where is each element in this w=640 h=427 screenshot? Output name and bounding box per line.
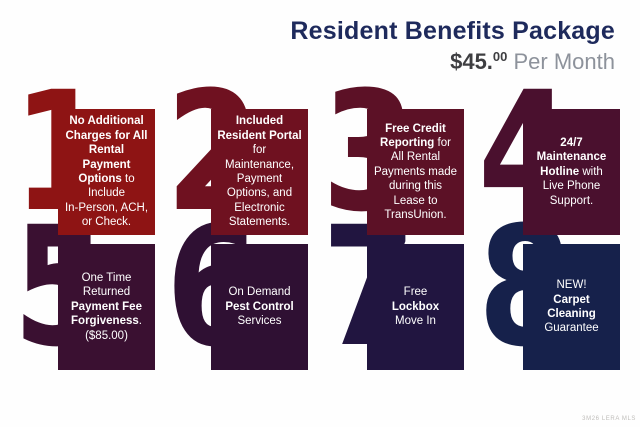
- benefit-line: Hotline with: [540, 165, 603, 178]
- benefit-line: Payment Fee: [71, 300, 142, 313]
- benefit-line: Services: [237, 315, 282, 328]
- benefit-line: NEW!: [556, 279, 587, 292]
- price-suffix: Per Month: [507, 48, 616, 74]
- price-line: $45.00 Per Month: [290, 48, 616, 74]
- benefit-item-7: 7FreeLockboxMove In: [322, 205, 474, 375]
- benefit-line: for: [252, 144, 267, 157]
- benefit-item-2: 2IncludedResident PortalforMaintenance,P…: [166, 70, 318, 240]
- benefit-line: All Rental: [390, 151, 441, 164]
- benefit-line: Guarantee: [544, 322, 599, 335]
- benefit-line: Lockbox: [391, 300, 440, 313]
- benefit-line: Maintenance,: [224, 158, 295, 171]
- benefit-line: ($85.00): [85, 329, 128, 342]
- benefit-card-4: 24/7 Maintenance Hotline with Live Phone Sup…: [523, 109, 620, 235]
- benefit-text: No Additional Charges for All Rental Paymen…: [59, 114, 154, 229]
- benefit-card-8: NEW! Carpet Cleaning Guarantee: [523, 244, 620, 370]
- benefit-line: Charges for All: [65, 129, 148, 142]
- benefit-line: during this: [388, 180, 443, 193]
- benefit-line: Maintenance: [536, 151, 607, 164]
- benefit-line: Lease to: [393, 194, 438, 207]
- benefit-line: Forgiveness.: [71, 315, 142, 328]
- benefit-line: Live Phone: [542, 180, 601, 193]
- benefit-text: Free Lockbox Move In: [368, 285, 463, 328]
- benefit-line: Free: [403, 286, 428, 299]
- benefit-line: Included: [235, 115, 284, 128]
- header: Resident Benefits Package $45.00 Per Mon…: [290, 17, 616, 74]
- benefit-card-2: Included Resident Portal for Maintenance, Pa…: [211, 109, 308, 235]
- benefit-line: Options to: [78, 173, 135, 185]
- benefit-card-1: No Additional Charges for All Rental Paymen…: [58, 109, 155, 235]
- benefit-text: Free Credit Reporting for All Rental Paymen…: [368, 122, 463, 223]
- benefit-text: NEW! Carpet Cleaning Guarantee: [524, 278, 619, 336]
- benefit-text: 24/7 Maintenance Hotline with Live Phone Sup…: [524, 136, 619, 208]
- benefit-line: Pest Control: [225, 300, 294, 313]
- benefit-line: TransUnion.: [384, 209, 447, 222]
- benefit-text: One Time Returned Payment Fee Forgiveness.(…: [59, 271, 154, 343]
- benefit-line: or Check.: [81, 216, 132, 229]
- benefit-line: Payment: [236, 173, 283, 185]
- benefit-text: On Demand Pest Control Services: [212, 285, 307, 328]
- benefit-line: Payments made: [373, 165, 458, 178]
- benefit-line: Resident Portal: [217, 129, 302, 142]
- benefit-line: Include: [87, 187, 126, 200]
- benefit-line: Reporting for: [380, 136, 451, 149]
- benefit-line: Free Credit: [385, 122, 446, 135]
- benefit-line: Payment: [82, 158, 131, 171]
- benefit-line: Move In: [395, 315, 436, 328]
- price-amount: $45.: [450, 48, 493, 74]
- benefit-line: Statements.: [228, 216, 291, 229]
- benefit-card-5: One Time Returned Payment Fee Forgiveness.(…: [58, 244, 155, 370]
- benefit-line: 24/7: [560, 136, 583, 149]
- benefit-line: Cleaning: [547, 308, 596, 320]
- benefit-card-3: Free Credit Reporting for All Rental Paymen…: [367, 109, 464, 235]
- benefit-card-6: On Demand Pest Control Services: [211, 244, 308, 370]
- benefit-line: No Additional: [69, 115, 144, 128]
- benefit-line: Rental: [88, 144, 125, 157]
- benefit-line: Returned: [82, 286, 131, 299]
- benefit-line: One Time: [81, 271, 132, 284]
- benefit-line: In-Person, ACH,: [64, 201, 149, 214]
- watermark: 3M26 LERA MLS: [582, 416, 636, 422]
- price-cents: 00: [492, 48, 508, 64]
- page-title: Resident Benefits Package: [290, 17, 615, 45]
- benefit-text: Included Resident Portal for Maintenance, Pa…: [212, 114, 307, 229]
- benefit-line: Options, and: [226, 187, 293, 200]
- benefit-line: Support.: [549, 194, 594, 207]
- benefit-card-7: Free Lockbox Move In: [367, 244, 464, 370]
- benefit-line: On Demand: [228, 286, 291, 299]
- benefit-line: Electronic: [234, 201, 285, 214]
- benefit-line: Carpet: [553, 293, 590, 306]
